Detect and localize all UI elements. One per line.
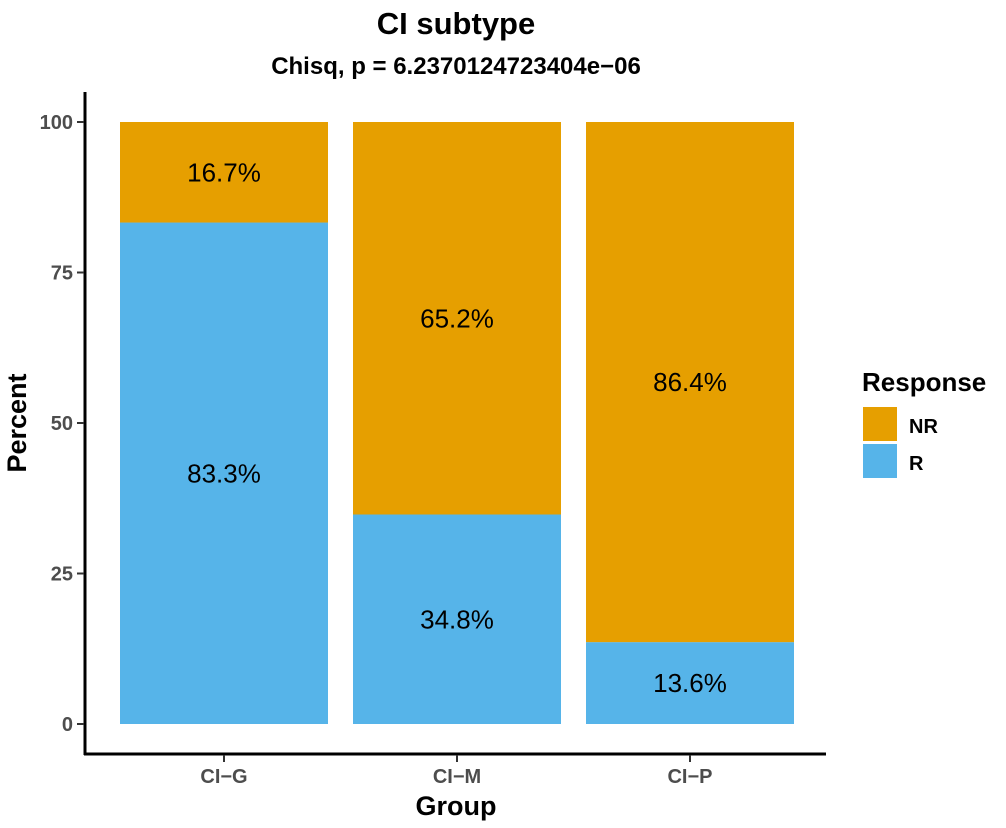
legend-label-nr: NR [909,416,938,438]
legend-title: Response [862,367,986,397]
data-label-nr-2: 65.2% [420,303,494,333]
y-axis-title: Percent [2,373,32,472]
bar-r-2 [353,514,561,724]
legend-label-r: R [909,453,924,475]
legend: Response NR R [862,367,986,478]
legend-swatch-r [863,444,897,478]
y-axis-ticks: 0 25 50 75 100 [40,112,84,736]
bar-nr-1 [120,122,328,223]
x-tick-label-1: CI−G [200,766,247,788]
y-tick-label-0: 0 [62,714,73,736]
data-label-r-2: 34.8% [420,604,494,634]
y-tick-label-25: 25 [51,564,73,586]
bar-labels-layer: 83.3% 16.7% 34.8% 65.2% 13.6% 86.4% [187,157,727,698]
x-axis-title: Group [416,791,497,821]
x-tick-label-3: CI−P [667,766,712,788]
chart-title: CI subtype [377,6,535,41]
data-label-r-3: 13.6% [653,668,727,698]
chart-subtitle: Chisq, p = 6.2370124723404e−06 [271,53,641,80]
bar-nr-3 [586,122,794,643]
data-label-r-1: 83.3% [187,458,261,488]
y-tick-label-100: 100 [40,112,73,134]
y-tick-label-50: 50 [51,413,73,435]
bar-r-1 [120,222,328,724]
bar-r-3 [586,642,794,724]
data-label-nr-3: 86.4% [653,367,727,397]
bars-layer [120,122,794,724]
data-label-nr-1: 16.7% [187,157,261,187]
bar-nr-2 [353,122,561,515]
y-tick-label-75: 75 [51,263,73,285]
x-axis-ticks: CI−G CI−M CI−P [200,755,713,788]
legend-swatch-nr [863,407,897,441]
x-tick-label-2: CI−M [433,766,481,788]
